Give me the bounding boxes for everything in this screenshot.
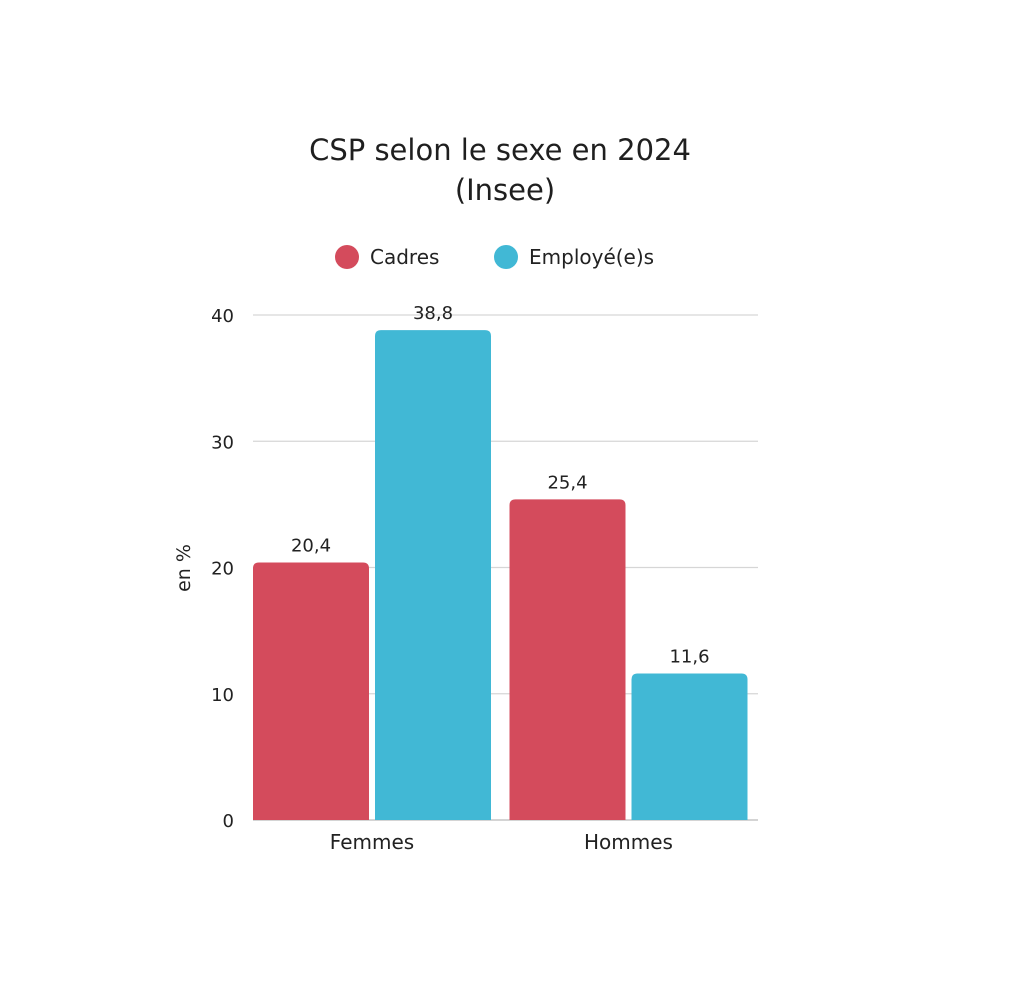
bars: 20,4 38,8 25,4 11,6 bbox=[253, 303, 748, 820]
y-tick-label: 0 bbox=[223, 811, 234, 832]
y-tick-label: 20 bbox=[211, 559, 234, 580]
bar bbox=[509, 499, 626, 820]
legend-marker bbox=[335, 245, 359, 269]
data-label: 20,4 bbox=[291, 535, 331, 556]
bar bbox=[253, 562, 369, 820]
data-label: 11,6 bbox=[669, 647, 709, 668]
chart-title: CSP selon le sexe en 2024 bbox=[309, 133, 691, 167]
legend-label: Cadres bbox=[370, 245, 439, 269]
x-category-label: Hommes bbox=[584, 830, 673, 854]
y-tick-label: 40 bbox=[211, 306, 234, 327]
legend: Cadres Employé(e)s bbox=[335, 245, 654, 269]
y-tick-label: 30 bbox=[211, 432, 234, 453]
legend-marker bbox=[494, 245, 518, 269]
bar bbox=[375, 330, 491, 820]
legend-label: Employé(e)s bbox=[529, 245, 654, 269]
y-axis-label: en % bbox=[173, 544, 195, 592]
x-axis-categories: Femmes Hommes bbox=[330, 830, 673, 854]
y-tick-label: 10 bbox=[211, 685, 234, 706]
x-category-label: Femmes bbox=[330, 830, 414, 854]
chart-subtitle: (Insee) bbox=[455, 173, 555, 207]
bar bbox=[631, 673, 748, 820]
data-label: 25,4 bbox=[547, 472, 587, 493]
data-label: 38,8 bbox=[413, 303, 453, 324]
